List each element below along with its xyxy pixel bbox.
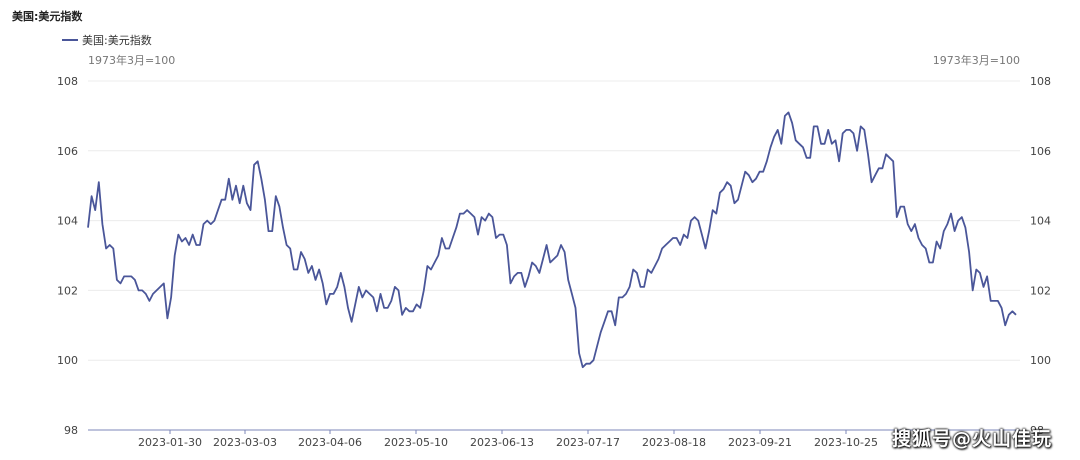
y-tick-label-left: 106 [57, 145, 78, 158]
x-tick-label: 2023-05-10 [384, 436, 448, 449]
x-tick-label: 2023-04-06 [298, 436, 362, 449]
y-tick-label-right: 104 [1030, 215, 1051, 228]
legend-label: 美国:美元指数 [82, 34, 152, 47]
y-tick-label-left: 100 [57, 354, 78, 367]
left-axis-unit: 1973年3月=100 [88, 54, 176, 67]
y-tick-label-right-partial: 98 [1030, 424, 1044, 437]
x-tick-label: 2023-08-18 [642, 436, 706, 449]
y-tick-label-right: 108 [1030, 75, 1051, 88]
y-tick-label-right: 102 [1030, 284, 1051, 297]
legend[interactable]: 美国:美元指数 [62, 32, 152, 48]
right-axis-unit: 1973年3月=100 [932, 54, 1020, 67]
x-tick-label: 2023-03-03 [213, 436, 277, 449]
y-tick-label-right: 100 [1030, 354, 1051, 367]
y-tick-label-right: 106 [1030, 145, 1051, 158]
y-tick-label-left: 104 [57, 215, 78, 228]
x-tick-label: 2023-10-25 [814, 436, 878, 449]
series-line-dollar-index [87, 111, 1017, 369]
x-tick-label: 2023-07-17 [556, 436, 620, 449]
x-tick-label: 2023-09-21 [728, 436, 792, 449]
watermark: 搜狐号@火山佳玩 [891, 428, 1052, 450]
y-tick-label-left: 98 [64, 424, 78, 437]
x-tick-label: 2023-06-13 [470, 436, 534, 449]
y-tick-label-left: 108 [57, 75, 78, 88]
legend-swatch [62, 39, 78, 41]
y-tick-label-left: 102 [57, 284, 78, 297]
chart-title: 美国:美元指数 [12, 10, 83, 23]
x-tick-label: 2023-01-30 [138, 436, 202, 449]
